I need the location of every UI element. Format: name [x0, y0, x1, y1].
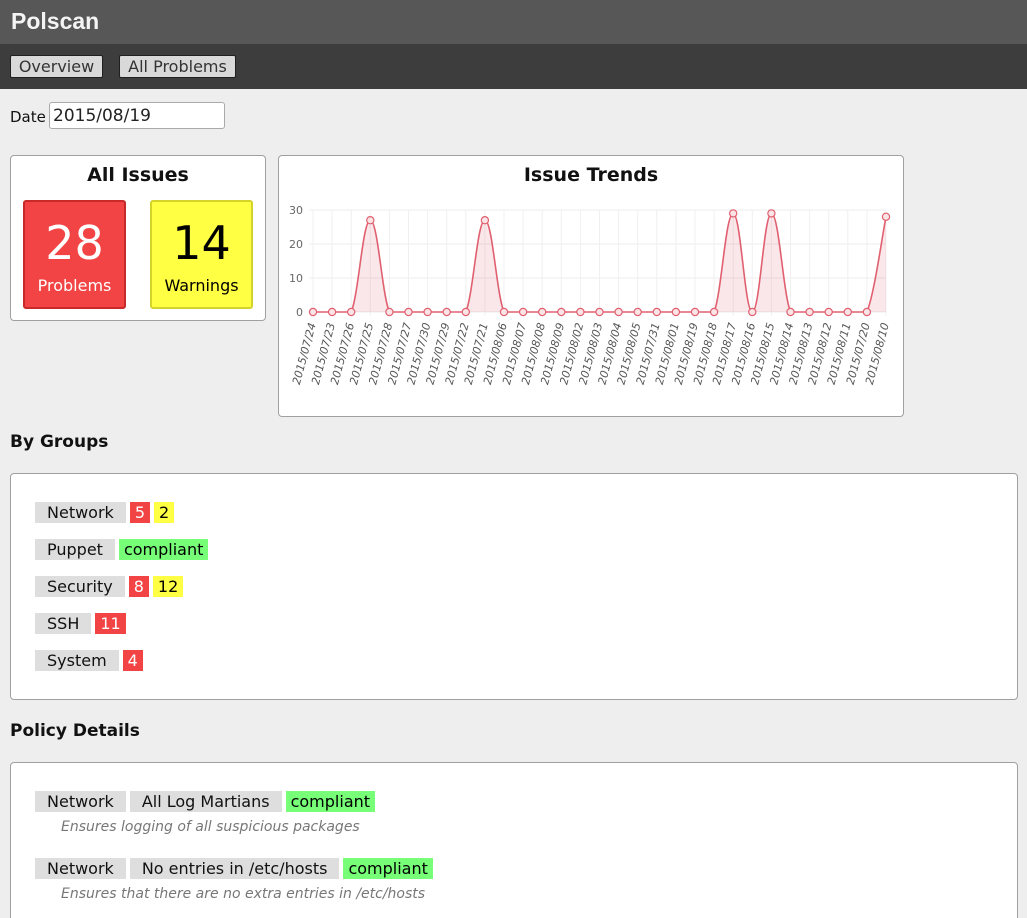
group-row[interactable]: System 4	[35, 650, 143, 671]
warnings-counter[interactable]: 14 Warnings	[150, 200, 253, 309]
y-tick-label: 30	[289, 204, 303, 217]
tab-all-problems[interactable]: All Problems	[119, 55, 236, 78]
problems-label: Problems	[37, 276, 112, 295]
data-point	[442, 307, 451, 317]
data-point	[633, 307, 642, 317]
data-point	[327, 307, 337, 317]
group-name[interactable]: System	[35, 650, 119, 671]
data-point	[748, 307, 757, 317]
groups-panel: Network 5 2 Puppet compliant Security 8 12 SSH 11…	[10, 473, 1018, 700]
group-row[interactable]: Security 8 12	[35, 576, 184, 597]
group-row[interactable]: SSH 11	[35, 613, 126, 634]
warning-count-badge[interactable]: 12	[152, 576, 184, 597]
compliant-badge[interactable]: compliant	[285, 791, 376, 812]
group-name[interactable]: Network	[35, 502, 126, 523]
tab-overview[interactable]: Overview	[10, 55, 103, 78]
data-point	[576, 307, 585, 317]
data-point	[862, 307, 872, 317]
data-point	[767, 209, 776, 218]
data-point	[786, 307, 795, 317]
problem-count-badge[interactable]: 8	[128, 576, 149, 597]
policy-description: Ensures that there are no extra entries …	[61, 886, 426, 902]
data-point	[595, 307, 604, 317]
warnings-count: 14	[172, 216, 231, 270]
data-point	[423, 307, 432, 317]
group-row[interactable]: Network 5 2	[35, 502, 175, 523]
nav-bar: Overview All Problems	[0, 44, 1027, 89]
data-point	[843, 307, 853, 317]
date-label: Date	[10, 108, 46, 126]
data-point	[709, 307, 719, 317]
group-name[interactable]: Security	[35, 576, 125, 597]
data-point	[346, 307, 356, 317]
date-input[interactable]	[49, 102, 225, 129]
data-point	[690, 307, 700, 317]
problems-count: 28	[45, 216, 104, 270]
problem-count-badge[interactable]: 5	[129, 502, 150, 523]
data-point	[557, 307, 566, 317]
data-point	[538, 307, 547, 317]
all-issues-panel: All Issues 28 Problems 14 Warnings	[10, 155, 266, 321]
data-point	[480, 215, 490, 225]
data-point	[729, 209, 738, 218]
issue-trends-panel: Issue Trends 0 10 20 30 2015/07/24 2015/07/23…	[278, 155, 904, 417]
policy-description: Ensures logging of all suspicious packag…	[61, 819, 360, 835]
policy-heading: Policy Details	[10, 721, 140, 741]
issue-trends-title: Issue Trends	[523, 164, 659, 186]
data-point	[652, 307, 661, 317]
data-point	[518, 307, 528, 317]
data-point	[499, 307, 509, 317]
problem-count-badge[interactable]: 11	[95, 613, 126, 634]
data-point	[308, 307, 318, 317]
policy-row[interactable]: Network All Log Martians compliant	[35, 791, 376, 812]
policy-group-tag[interactable]: Network	[35, 791, 126, 812]
data-point	[614, 307, 623, 317]
data-point	[881, 212, 891, 222]
problems-counter[interactable]: 28 Problems	[23, 200, 126, 309]
group-name[interactable]: Puppet	[35, 539, 115, 560]
policy-panel: Network All Log Martians compliant Ensures …	[10, 762, 1018, 918]
y-tick-label: 20	[289, 238, 303, 251]
data-point	[805, 307, 814, 317]
data-point	[671, 307, 681, 317]
y-tick-label: 10	[289, 272, 303, 285]
data-point	[385, 307, 394, 317]
policy-name-tag[interactable]: No entries in /etc/hosts	[129, 858, 340, 879]
groups-heading: By Groups	[10, 432, 109, 452]
compliant-badge[interactable]: compliant	[343, 858, 433, 879]
policy-group-tag[interactable]: Network	[35, 858, 126, 879]
all-issues-title: All Issues	[87, 164, 189, 186]
series-area	[313, 213, 886, 312]
app-header: Polscan	[0, 0, 1027, 44]
compliant-badge[interactable]: compliant	[118, 539, 209, 560]
data-point	[461, 307, 470, 317]
data-point	[824, 307, 833, 317]
policy-row[interactable]: Network No entries in /etc/hosts compliant	[35, 858, 433, 879]
y-tick-label: 0	[296, 306, 303, 319]
group-row[interactable]: Puppet compliant	[35, 539, 209, 560]
policy-name-tag[interactable]: All Log Martians	[129, 791, 282, 812]
data-point	[366, 215, 375, 225]
warnings-label: Warnings	[164, 276, 239, 295]
group-name[interactable]: SSH	[35, 613, 92, 634]
problem-count-badge[interactable]: 4	[122, 650, 143, 671]
app-title: Polscan	[11, 8, 100, 34]
data-point	[404, 307, 413, 317]
issue-trends-chart: 01020302015/07/242015/07/232015/07/26201…	[289, 204, 892, 386]
warning-count-badge[interactable]: 2	[154, 502, 175, 523]
